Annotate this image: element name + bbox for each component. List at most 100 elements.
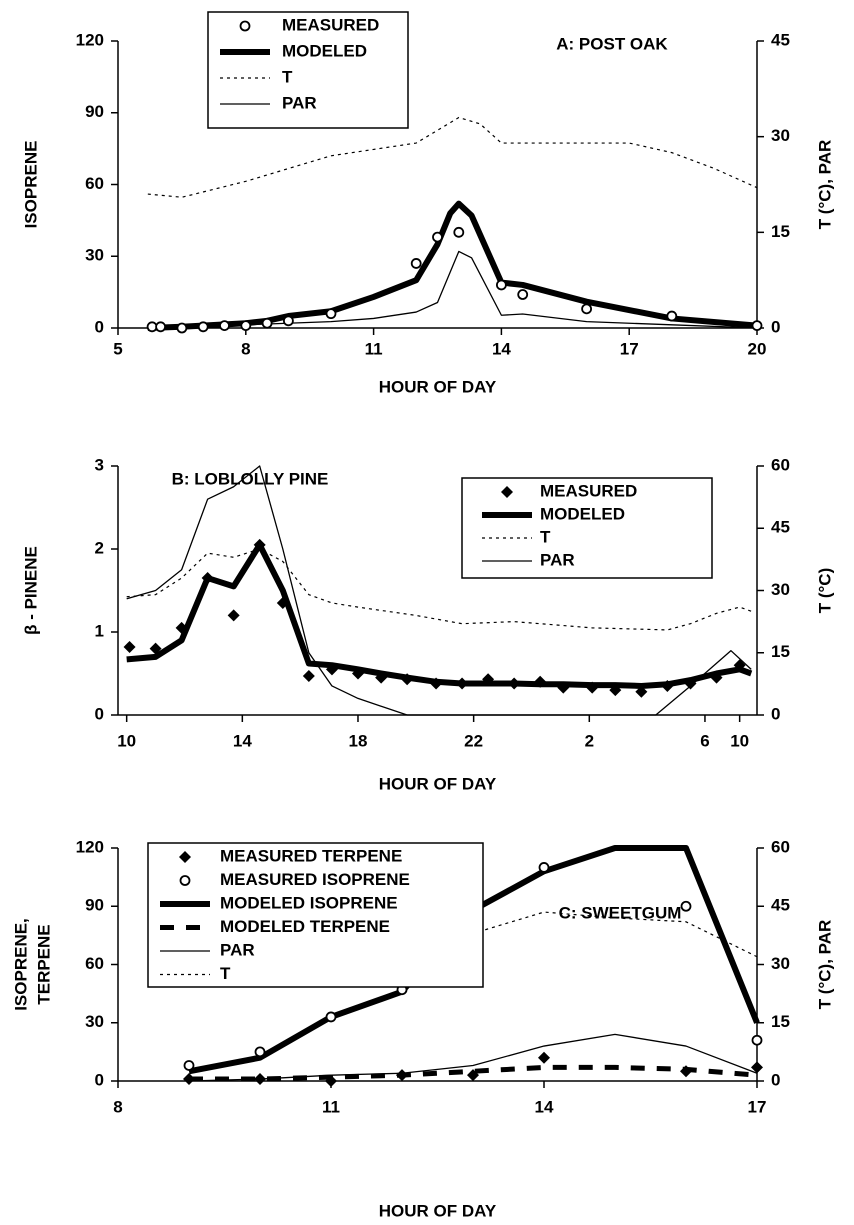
- marker-circle: [282, 315, 294, 327]
- y2-tick-label: 15: [771, 222, 790, 241]
- marker-diamond: [325, 1075, 337, 1087]
- x-tick-label: 17: [620, 339, 639, 358]
- marker-diamond: [684, 677, 697, 690]
- y2-tick-label: 60: [771, 837, 790, 856]
- marker-diamond: [751, 1061, 763, 1074]
- marker-circle: [183, 1060, 195, 1071]
- marker-diamond: [351, 667, 364, 680]
- marker-diamond: [430, 677, 443, 690]
- series-line: [189, 1064, 758, 1082]
- y-tick-label: 60: [85, 174, 104, 193]
- marker-circle: [325, 308, 337, 320]
- legend-label: MEASURED TERPENE: [220, 846, 402, 865]
- x-tick-label: 17: [748, 1097, 767, 1116]
- marker-circle: [517, 289, 529, 300]
- x-tick-label: 10: [117, 731, 136, 750]
- series-line: [126, 465, 752, 716]
- legend-box: [147, 842, 484, 988]
- marker-diamond: [123, 640, 136, 653]
- legend-label: T: [220, 964, 231, 983]
- y2-axis-label: T (°C), PAR: [815, 920, 834, 1010]
- y-tick-label: 90: [85, 896, 104, 915]
- series-line: [147, 200, 758, 331]
- marker-diamond: [534, 675, 547, 688]
- marker-diamond: [175, 621, 188, 634]
- marker-circle: [751, 1034, 763, 1046]
- x-tick-label: 8: [241, 339, 250, 358]
- y-tick-label: 120: [76, 837, 104, 856]
- marker-diamond: [482, 673, 495, 686]
- marker-circle: [261, 317, 273, 329]
- marker-diamond: [325, 663, 338, 676]
- y-tick-label: 30: [85, 246, 104, 265]
- marker-circle: [155, 321, 167, 333]
- x-tick-label: 5: [113, 339, 122, 358]
- x-tick-label: 11: [322, 1097, 340, 1116]
- y2-tick-label: 15: [771, 642, 790, 661]
- y2-tick-label: 45: [771, 30, 790, 49]
- marker-diamond: [375, 671, 388, 684]
- y-tick-label: 60: [85, 954, 104, 973]
- marker-diamond: [508, 677, 521, 690]
- series-line: [147, 116, 758, 198]
- x-tick-label: 6: [700, 731, 709, 750]
- x-tick-label: 11: [365, 339, 383, 358]
- marker-circle: [751, 320, 763, 332]
- y-tick-label: 30: [85, 1012, 104, 1031]
- marker-diamond: [710, 671, 723, 684]
- marker-circle: [219, 320, 230, 332]
- chart-title: B: LOBLOLLY PINE: [172, 469, 329, 488]
- marker-diamond: [609, 684, 622, 697]
- x-axis-label: HOUR OF DAY: [379, 377, 497, 396]
- x-tick-label: 8: [113, 1097, 122, 1116]
- y2-axis-label: T (°C), PAR: [815, 140, 834, 230]
- y-tick-label: 0: [95, 317, 104, 336]
- y-tick-label: 3: [95, 455, 104, 474]
- y2-tick-label: 0: [771, 704, 780, 723]
- series-line: [126, 548, 752, 631]
- marker-circle: [176, 322, 188, 334]
- marker-circle: [538, 862, 550, 873]
- marker-diamond: [661, 679, 674, 692]
- marker-diamond: [149, 642, 162, 655]
- y2-tick-label: 0: [771, 317, 780, 336]
- legend-label: MODELED: [540, 504, 625, 523]
- marker-diamond: [586, 681, 599, 694]
- y2-tick-label: 30: [771, 580, 790, 599]
- marker-diamond: [302, 669, 315, 682]
- marker-diamond: [276, 596, 289, 609]
- legend-label: PAR: [220, 940, 255, 959]
- y2-tick-label: 0: [771, 1070, 780, 1089]
- y2-tick-label: 45: [771, 518, 790, 537]
- marker-diamond: [396, 1069, 408, 1082]
- chart-title: C: SWEETGUM: [559, 903, 682, 922]
- marker-diamond: [183, 1073, 195, 1086]
- marker-circle: [197, 321, 209, 333]
- marker-diamond: [227, 609, 240, 622]
- series-line: [147, 250, 758, 329]
- y2-tick-label: 30: [771, 954, 790, 973]
- x-tick-label: 14: [535, 1097, 554, 1116]
- legend-box: [207, 11, 409, 129]
- marker-diamond: [538, 1051, 550, 1064]
- marker-circle: [680, 900, 692, 912]
- x-tick-label: 20: [748, 339, 767, 358]
- marker-circle: [240, 320, 252, 332]
- marker-diamond: [401, 673, 414, 686]
- legend-label: MODELED ISOPRENE: [220, 893, 398, 912]
- marker-diamond: [456, 677, 469, 690]
- marker-diamond: [557, 681, 570, 694]
- legend-label: MODELED TERPENE: [220, 917, 390, 936]
- series-line: [188, 1033, 758, 1082]
- marker-circle: [325, 1011, 337, 1023]
- y-tick-label: 90: [85, 102, 104, 121]
- x-tick-label: 14: [233, 731, 252, 750]
- y2-tick-label: 45: [771, 896, 790, 915]
- y2-tick-label: 15: [771, 1012, 790, 1031]
- x-tick-label: 18: [349, 731, 368, 750]
- y2-tick-label: 30: [771, 126, 790, 145]
- marker-circle: [410, 258, 422, 269]
- legend-label: MEASURED ISOPRENE: [220, 870, 410, 889]
- marker-circle: [495, 279, 507, 291]
- y-tick-label: 120: [76, 30, 104, 49]
